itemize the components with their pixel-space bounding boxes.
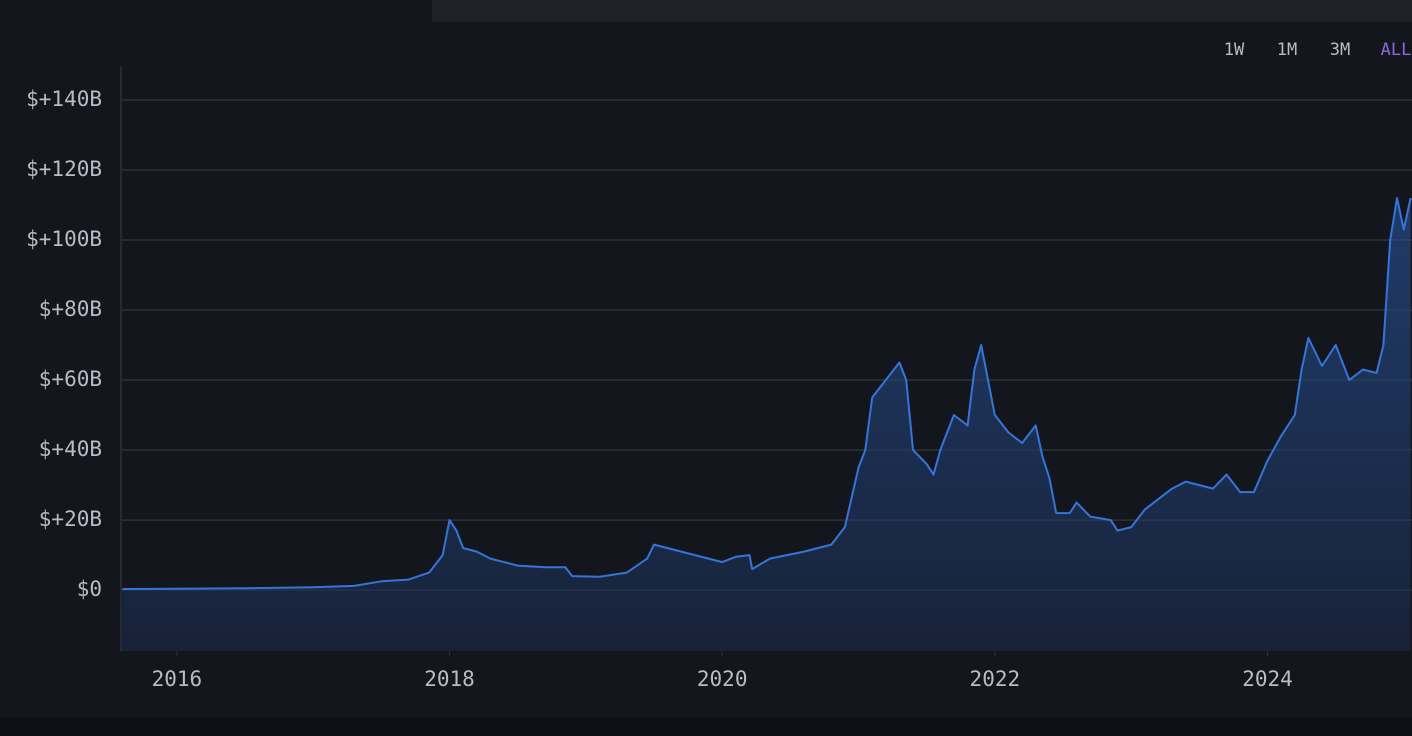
x-tick-label: 2024: [1242, 667, 1293, 691]
timeframe-button[interactable]: 1W: [1224, 40, 1245, 60]
top-bar: [432, 0, 1412, 22]
x-tick-label: 2020: [697, 667, 748, 691]
y-tick-label: $+60B: [39, 367, 102, 391]
y-tick-label: $+80B: [39, 297, 102, 321]
area-fill: [122, 198, 1411, 651]
timeframe-button[interactable]: 1M: [1277, 40, 1297, 60]
x-tick-label: 2022: [970, 667, 1021, 691]
y-tick-label: $0: [77, 577, 102, 601]
timeframe-button[interactable]: ALL: [1381, 40, 1412, 60]
y-tick-label: $+140B: [26, 87, 102, 111]
x-tick-label: 2016: [152, 667, 203, 691]
timeframe-button[interactable]: 3M: [1330, 40, 1350, 60]
y-tick-label: $+120B: [26, 157, 102, 181]
y-tick-label: $+100B: [26, 227, 102, 251]
line: [122, 197, 1412, 590]
y-tick-label: $+40B: [39, 437, 102, 461]
x-tick-label: 2018: [424, 667, 475, 691]
bottom-strip: [0, 718, 1412, 736]
y-tick-label: $+20B: [39, 507, 102, 531]
